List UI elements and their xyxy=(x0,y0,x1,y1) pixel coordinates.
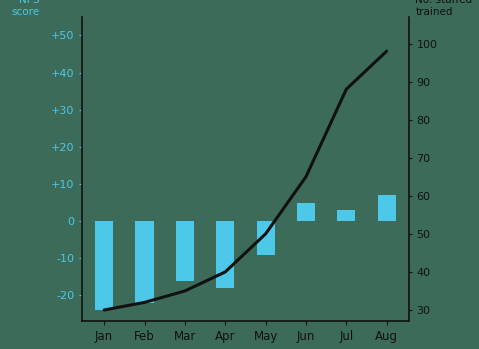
Bar xyxy=(337,210,355,221)
Bar xyxy=(136,221,154,303)
Bar xyxy=(377,195,396,221)
Bar xyxy=(95,221,113,310)
Bar xyxy=(257,221,274,254)
Y-axis label: NPS
score: NPS score xyxy=(11,0,39,17)
Bar xyxy=(216,221,234,288)
Bar xyxy=(176,221,194,281)
Y-axis label: No. staffed
trained: No. staffed trained xyxy=(415,0,473,17)
Bar xyxy=(297,202,315,221)
